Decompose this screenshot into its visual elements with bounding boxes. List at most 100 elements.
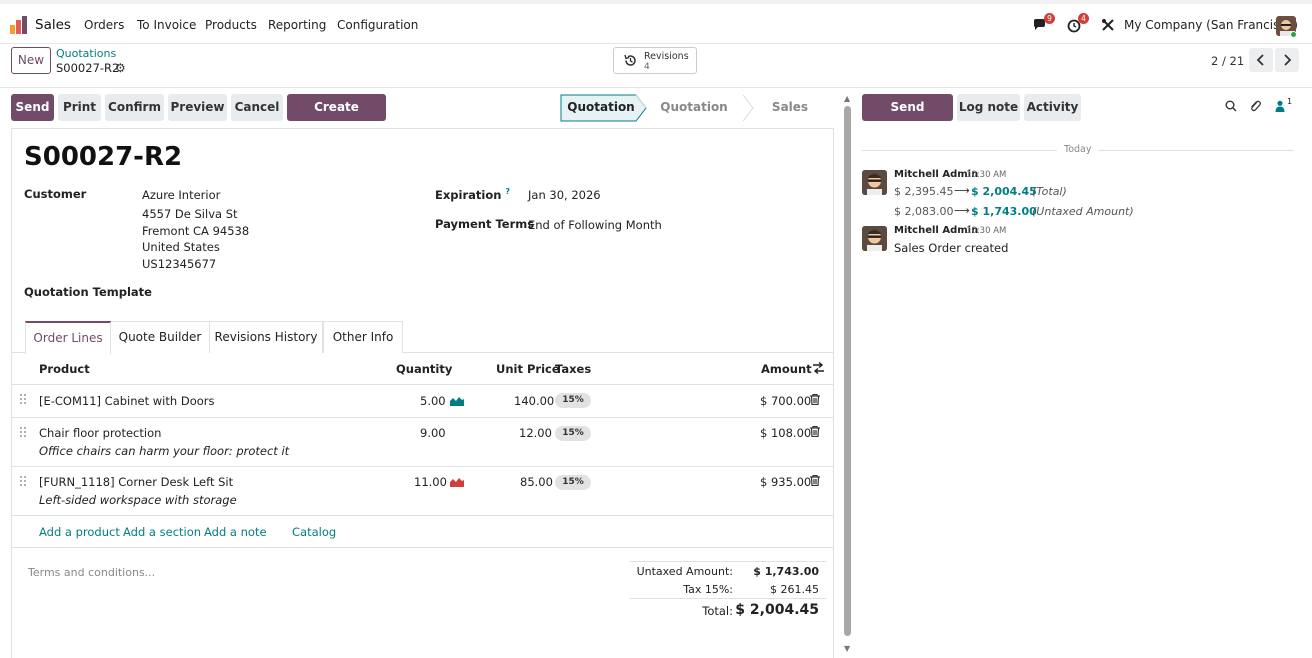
tab-other-info[interactable]: Other Info bbox=[323, 321, 403, 353]
sales-app-icon[interactable] bbox=[10, 16, 28, 34]
row-description: Left-sided workspace with storage bbox=[39, 493, 237, 507]
tax-badge[interactable]: 15% bbox=[555, 393, 591, 408]
expiration-field[interactable]: Jan 30, 2026 bbox=[528, 188, 601, 202]
customer-vat: US12345677 bbox=[142, 257, 217, 271]
breadcrumb-quotations[interactable]: Quotations bbox=[56, 47, 117, 60]
author-avatar[interactable] bbox=[862, 226, 887, 251]
menu-to-invoice[interactable]: To Invoice bbox=[137, 18, 197, 32]
tab-quote-builder[interactable]: Quote Builder bbox=[110, 321, 210, 353]
column-unit-price[interactable]: Unit Price bbox=[496, 362, 560, 376]
new-button[interactable]: New bbox=[11, 47, 51, 74]
tracking-new-value: $ 2,004.45 bbox=[971, 185, 1037, 198]
tax-badge[interactable]: 15% bbox=[555, 426, 591, 441]
row-divider bbox=[12, 417, 833, 418]
customer-street: 4557 De Silva St bbox=[142, 207, 238, 221]
payment-terms-field[interactable]: End of Following Month bbox=[528, 218, 662, 232]
add-section-link[interactable]: Add a section bbox=[123, 525, 202, 539]
customer-name[interactable]: Azure Interior bbox=[142, 188, 221, 202]
tracking-field-name: (Untaxed Amount) bbox=[1032, 205, 1134, 218]
status-quotation[interactable]: Quotation bbox=[567, 100, 635, 114]
paperclip-icon[interactable] bbox=[1249, 99, 1261, 116]
create-revision-button[interactable]: Create Revision bbox=[287, 94, 386, 141]
send-button[interactable]: Send bbox=[11, 94, 54, 121]
catalog-link[interactable]: Catalog bbox=[292, 525, 337, 539]
message-author[interactable]: Mitchell Admin bbox=[894, 169, 979, 180]
menu-configuration[interactable]: Configuration bbox=[337, 18, 419, 32]
revisions-smart-button[interactable]: Revisions 4 bbox=[613, 47, 697, 74]
drag-handle-icon[interactable] bbox=[20, 394, 28, 406]
status-quotation-sent[interactable]: Quotation Sent bbox=[660, 100, 728, 141]
send-message-button[interactable]: Send message bbox=[862, 94, 953, 141]
pager-previous-button[interactable] bbox=[1249, 48, 1273, 72]
pager-value[interactable]: 2 / 21 bbox=[1211, 54, 1245, 68]
pager-next-button[interactable] bbox=[1275, 48, 1299, 72]
confirm-button[interactable]: Confirm bbox=[105, 94, 164, 121]
add-product-link[interactable]: Add a product bbox=[39, 525, 120, 539]
date-divider-left bbox=[862, 150, 1057, 151]
activity-button[interactable]: Activity bbox=[1024, 94, 1081, 121]
forecast-chart-icon[interactable] bbox=[450, 395, 464, 406]
status-sales-order[interactable]: Sales Order bbox=[771, 100, 810, 141]
row-unit-price[interactable]: 140.00 bbox=[514, 394, 555, 408]
forecast-chart-warning-icon[interactable] bbox=[450, 476, 464, 487]
tracking-old-value: $ 2,083.00 bbox=[894, 205, 954, 218]
message-body: Sales Order created bbox=[894, 241, 1009, 255]
row-unit-price[interactable]: 12.00 bbox=[519, 426, 552, 440]
activities-clock-icon[interactable] bbox=[1067, 17, 1083, 33]
row-amount: $ 108.00 bbox=[760, 426, 812, 440]
print-button[interactable]: Print bbox=[58, 94, 101, 121]
row-product[interactable]: Chair floor protection bbox=[39, 426, 162, 440]
column-taxes[interactable]: Taxes bbox=[555, 362, 592, 376]
row-quantity[interactable]: 11.00 bbox=[414, 475, 447, 489]
date-separator-today: Today bbox=[1064, 144, 1092, 155]
row-amount: $ 700.00 bbox=[760, 394, 812, 408]
untaxed-amount-label: Untaxed Amount: bbox=[636, 565, 733, 578]
tools-icon[interactable] bbox=[1100, 17, 1116, 33]
row-product[interactable]: [E-COM11] Cabinet with Doors bbox=[39, 394, 215, 408]
help-tooltip-icon[interactable]: ? bbox=[505, 187, 511, 196]
message-time: 10:30 AM bbox=[966, 170, 1007, 180]
add-note-link[interactable]: Add a note bbox=[204, 525, 267, 539]
messages-icon[interactable] bbox=[1032, 17, 1048, 33]
tab-revisions-history[interactable]: Revisions History bbox=[209, 321, 323, 353]
app-name[interactable]: Sales bbox=[35, 17, 71, 33]
author-avatar[interactable] bbox=[862, 170, 887, 195]
form-scrollbar-thumb[interactable] bbox=[844, 106, 851, 636]
menu-orders[interactable]: Orders bbox=[84, 18, 125, 32]
drag-handle-icon[interactable] bbox=[20, 427, 28, 439]
trash-icon[interactable] bbox=[810, 425, 820, 438]
trash-icon[interactable] bbox=[810, 393, 820, 406]
date-divider-right bbox=[1098, 150, 1294, 151]
gear-icon[interactable]: ⚙ bbox=[115, 61, 126, 75]
totals-top-divider bbox=[630, 561, 826, 562]
menu-products[interactable]: Products bbox=[205, 18, 257, 32]
drag-handle-icon[interactable] bbox=[20, 476, 28, 488]
company-switcher[interactable]: My Company (San Francisco) bbox=[1124, 18, 1298, 32]
totals-divider bbox=[630, 598, 826, 599]
tracking-old-value: $ 2,395.45 bbox=[894, 185, 954, 198]
message-author[interactable]: Mitchell Admin bbox=[894, 225, 979, 236]
messages-badge: 9 bbox=[1044, 13, 1055, 24]
tab-order-lines[interactable]: Order Lines bbox=[25, 321, 111, 354]
column-product[interactable]: Product bbox=[39, 362, 90, 376]
scroll-up-arrow[interactable]: ▲ bbox=[844, 94, 851, 103]
trash-icon[interactable] bbox=[810, 474, 820, 487]
expiration-label: Expiration ? bbox=[435, 187, 511, 202]
followers-icon[interactable] bbox=[1275, 100, 1285, 115]
menu-reporting[interactable]: Reporting bbox=[268, 18, 327, 32]
cancel-button[interactable]: Cancel bbox=[231, 94, 283, 121]
row-quantity[interactable]: 9.00 bbox=[420, 426, 446, 440]
column-amount[interactable]: Amount bbox=[761, 362, 812, 376]
optional-columns-toggle-icon[interactable] bbox=[812, 361, 825, 377]
tax-badge[interactable]: 15% bbox=[555, 475, 591, 490]
row-quantity[interactable]: 5.00 bbox=[420, 394, 446, 408]
column-quantity[interactable]: Quantity bbox=[396, 362, 453, 376]
search-icon[interactable] bbox=[1225, 100, 1237, 115]
log-note-button[interactable]: Log note bbox=[957, 94, 1020, 121]
row-unit-price[interactable]: 85.00 bbox=[520, 475, 553, 489]
row-product[interactable]: [FURN_1118] Corner Desk Left Sit bbox=[39, 475, 234, 489]
online-status-dot bbox=[1290, 31, 1297, 38]
preview-button[interactable]: Preview bbox=[168, 94, 227, 121]
terms-conditions-field[interactable]: Terms and conditions... bbox=[28, 566, 156, 579]
scroll-down-arrow[interactable]: ▼ bbox=[844, 644, 851, 653]
